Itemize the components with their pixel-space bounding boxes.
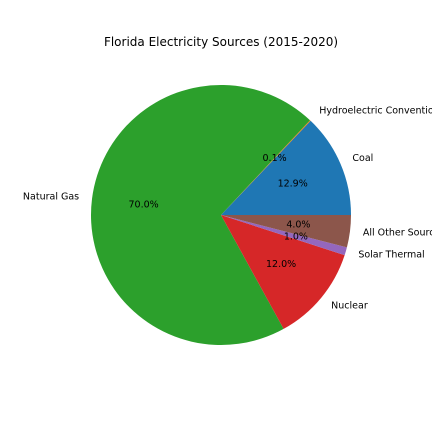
slice-percent-solar-thermal: 1.0% <box>284 231 308 242</box>
pie-slice-natural-gas <box>91 85 310 346</box>
pie-slices <box>91 85 351 346</box>
slice-percent-natural-gas: 70.0% <box>129 200 159 211</box>
slice-percent-coal: 12.9% <box>278 179 308 190</box>
slice-label-all-other-sources: All Other Sources <box>363 227 432 238</box>
slice-percent-nuclear: 12.0% <box>266 259 296 270</box>
slice-percent-all-other-sources: 4.0% <box>286 219 310 230</box>
slice-label-natural-gas: Natural Gas <box>23 192 79 203</box>
slice-labels: Coal 12.9% Hydroelectric Conventional 0.1% N… <box>23 106 432 312</box>
pie-slice-nuclear <box>221 215 345 329</box>
pie-slice-solar-thermal <box>221 215 347 256</box>
pie-slice-coal <box>221 120 351 215</box>
slice-label-hydroelectric-conventional: Hydroelectric Conventional <box>319 106 432 117</box>
slice-label-solar-thermal: Solar Thermal <box>358 249 424 260</box>
slice-label-nuclear: Nuclear <box>331 301 368 312</box>
slice-percent-hydroelectric-conventional: 0.1% <box>263 153 287 164</box>
chart-title: Florida Electricity Sources (2015-2020) <box>104 35 338 49</box>
pie-slice-hydroelectric-conventional <box>221 120 311 215</box>
pie-slice-all-other-sources <box>221 215 351 248</box>
slice-label-coal: Coal <box>352 153 373 164</box>
